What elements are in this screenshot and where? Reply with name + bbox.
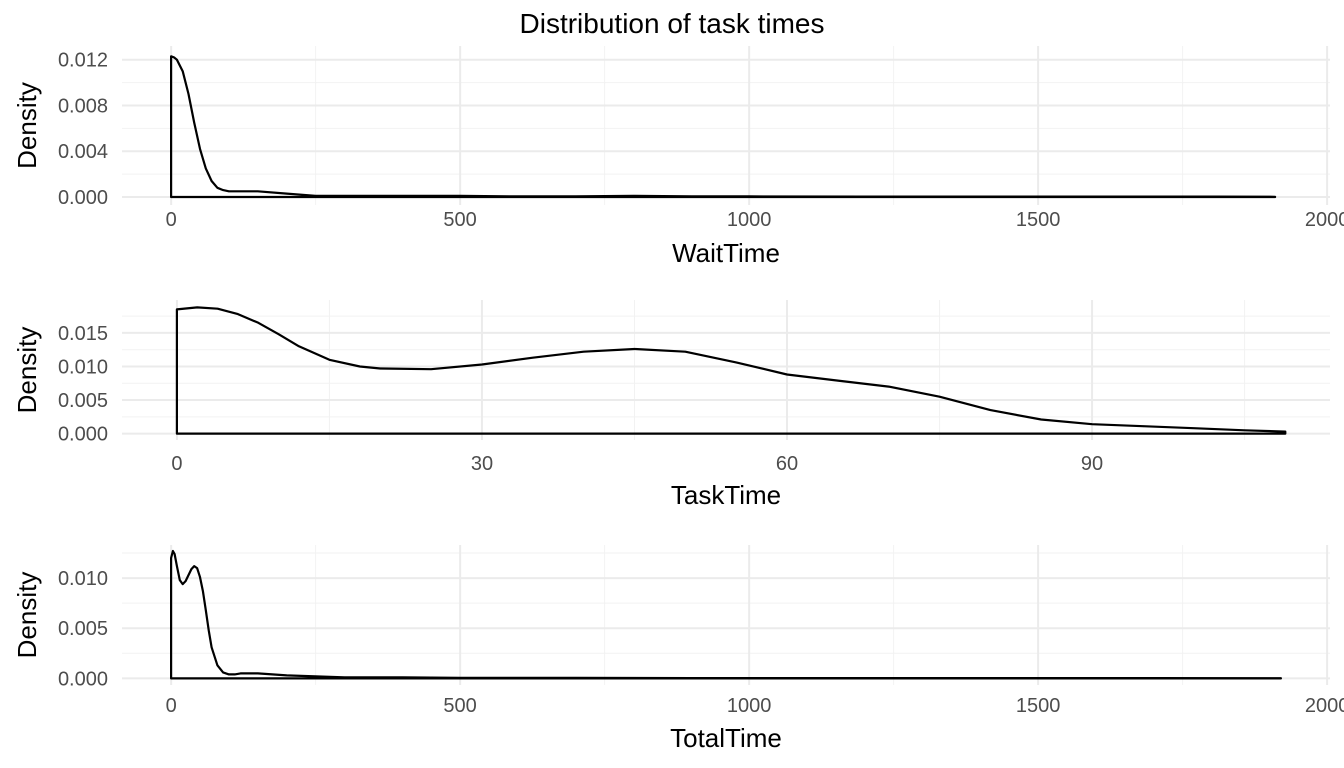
x-tick-label: 0 — [171, 453, 182, 475]
panels-container: 0 500 1000 1500 2000 0.000 0.004 0.008 0.012 Wait… — [12, 46, 1344, 753]
y-tick-label: 0.005 — [58, 390, 108, 412]
x-tick-label: 1000 — [727, 209, 772, 231]
x-tick-label: 0 — [166, 209, 177, 231]
panel-tasktime: 0 30 60 90 0.000 0.005 0.010 0.015 TaskTime Densi… — [12, 300, 1330, 510]
y-tick-label: 0.010 — [58, 356, 108, 378]
x-tick-label: 0 — [166, 695, 177, 717]
y-tick-label: 0.010 — [58, 568, 108, 590]
y-tick-label: 0.008 — [58, 95, 108, 117]
y-axis-title: Density — [12, 572, 42, 659]
x-tick-label: 90 — [1081, 453, 1103, 475]
x-tick-label: 500 — [443, 209, 476, 231]
y-axis-title: Density — [12, 327, 42, 414]
x-axis-title: WaitTime — [672, 238, 780, 268]
x-tick-label: 1500 — [1016, 209, 1061, 231]
x-tick-label: 500 — [443, 695, 476, 717]
y-tick-label: 0.000 — [58, 187, 108, 209]
y-axis-title: Density — [12, 82, 42, 169]
x-tick-label: 2000 — [1305, 209, 1344, 231]
y-tick-label: 0.004 — [58, 141, 108, 163]
x-tick-label: 1500 — [1016, 695, 1061, 717]
x-tick-label: 2000 — [1305, 695, 1344, 717]
x-axis-title: TotalTime — [670, 723, 782, 753]
density-curve-totaltime — [170, 549, 1282, 680]
x-axis-title: TaskTime — [671, 480, 781, 510]
x-tick-label: 1000 — [727, 695, 772, 717]
y-tick-label: 0.012 — [58, 50, 108, 72]
panel-totaltime: 0 500 1000 1500 2000 0.000 0.005 0.010 TotalTime… — [12, 545, 1344, 753]
panel-waittime: 0 500 1000 1500 2000 0.000 0.004 0.008 0.012 Wait… — [12, 46, 1344, 268]
y-tick-label: 0.000 — [58, 668, 108, 690]
x-tick-label: 60 — [776, 453, 798, 475]
density-curve-tasktime — [175, 306, 1287, 435]
x-tick-label: 30 — [471, 453, 493, 475]
chart-title: Distribution of task times — [520, 8, 825, 39]
y-tick-label: 0.005 — [58, 618, 108, 640]
y-tick-label: 0.000 — [58, 424, 108, 446]
density-curve-waittime — [170, 55, 1277, 199]
y-tick-label: 0.015 — [58, 323, 108, 345]
